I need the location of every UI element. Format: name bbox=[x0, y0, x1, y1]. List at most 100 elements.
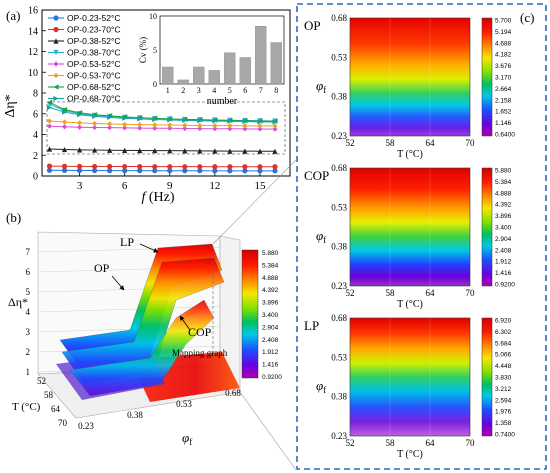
panel-a-data-point bbox=[167, 122, 173, 128]
panel-a-ytick-label: 8 bbox=[33, 89, 38, 100]
panel-c-colorbar-tick-label: 6.920 bbox=[495, 318, 512, 325]
panel-a-data-point bbox=[61, 167, 68, 173]
panel-a-inset-ytick-label: 10 bbox=[149, 12, 157, 21]
panel-a-data-point bbox=[167, 168, 173, 174]
panel-a-data-point bbox=[152, 147, 158, 154]
panel-c-colorbar-tick-label: 2.594 bbox=[495, 397, 512, 404]
panel-c-phi-subscript: f bbox=[323, 85, 326, 95]
panel-c-dashed-frame bbox=[296, 3, 547, 470]
panel-a-legend-label: OP-0.68-52°C bbox=[67, 82, 120, 92]
panel-a-legend-marker bbox=[53, 84, 59, 90]
panel-a-ytick-label: 0 bbox=[33, 172, 38, 183]
panel-a-legend-label: OP-0.23-52°C bbox=[67, 13, 120, 23]
panel-a-data-point bbox=[107, 125, 113, 131]
panel-a-data-point bbox=[152, 125, 158, 131]
panel-c-ytick-label: 0.68 bbox=[331, 163, 347, 173]
panel-a-inset-xtick-label: 7 bbox=[259, 86, 263, 95]
panel-a-data-point bbox=[61, 124, 68, 130]
panel-b-colorbar-tick-label: 4.888 bbox=[262, 275, 279, 282]
panel-a-x-axis-title: f (Hz) bbox=[141, 190, 174, 205]
panel-a-data-point bbox=[92, 120, 98, 127]
panel-a-inset-ytick-label: 0 bbox=[153, 80, 157, 89]
panel-a-data-point bbox=[182, 117, 188, 123]
panel-c-xtick-label: 52 bbox=[346, 288, 355, 298]
panel-a-inset-bar bbox=[208, 70, 220, 85]
panel-b-phi-subscript: f bbox=[189, 437, 192, 447]
panel-b-temperature-tick-label: 52 bbox=[37, 376, 46, 386]
panel-a-inset-xtick-label: 3 bbox=[197, 86, 201, 95]
panel-c-xtick-label: 52 bbox=[346, 438, 355, 448]
panel-c-y-axis-title: φf bbox=[316, 228, 326, 245]
panel-c-heatmap-field bbox=[349, 167, 471, 287]
panel-b-colorbar-tick-label: 3.896 bbox=[262, 300, 279, 307]
panel-a-data-point bbox=[46, 99, 53, 105]
panel-a-data-point bbox=[46, 118, 53, 124]
panel-a-data-point bbox=[242, 164, 248, 170]
panel-a-data-point bbox=[227, 164, 233, 170]
panel-a-inset-bar bbox=[224, 52, 236, 85]
panel-a-data-point bbox=[182, 122, 188, 128]
panel-a-data-point bbox=[257, 148, 263, 154]
panel-a-data-point bbox=[197, 164, 203, 170]
panel-b-ztick-label: 6 bbox=[26, 267, 31, 277]
panel-a-data-point bbox=[212, 122, 218, 129]
panel-c-xtick-label: 64 bbox=[426, 288, 436, 298]
panel-b-colorbar-tick-label: 5.880 bbox=[262, 250, 279, 257]
panel-a-data-point bbox=[61, 146, 68, 153]
panel-b-colorbar-tick-label: 2.904 bbox=[262, 324, 279, 331]
panel-c-colorbar-tick-label: 6.302 bbox=[495, 329, 512, 336]
panel-c-colorbar-tick-label: 1.146 bbox=[495, 120, 512, 127]
panel-b-colorbar-tick-label: 0.9200 bbox=[262, 374, 282, 381]
panel-a-legend-label: OP-0.23-70°C bbox=[67, 25, 120, 35]
panel-a-xtick-label: 6 bbox=[122, 180, 128, 192]
panel-a-data-point bbox=[272, 148, 278, 154]
panel-c-ytick-label: 0.53 bbox=[331, 202, 347, 212]
panel-a-data-point bbox=[92, 147, 98, 153]
panel-a-legend-marker bbox=[53, 38, 59, 44]
panel-c-colorbar-tick-label: 5.700 bbox=[495, 18, 512, 25]
panel-a-data-point bbox=[152, 168, 158, 174]
panel-a-data-point bbox=[167, 125, 173, 131]
panel-a-data-point bbox=[107, 147, 113, 153]
panel-c-colorbar-tick-label: 5.880 bbox=[495, 168, 512, 175]
panel-a-label: (a) bbox=[6, 8, 20, 23]
panel-c-colorbar-tick-label: 5.066 bbox=[495, 352, 512, 359]
panel-a-inset-y-axis-title: Cv (%) bbox=[138, 37, 148, 63]
panel-a-data-point bbox=[212, 164, 218, 170]
panel-a-data-point bbox=[212, 168, 218, 174]
panel-a-ytick-label: 12 bbox=[28, 47, 38, 58]
panel-b-phi-tick-label: 0.53 bbox=[176, 399, 192, 409]
panel-c-x-axis-title: T (°C) bbox=[397, 149, 423, 160]
panel-a-data-point bbox=[46, 146, 53, 152]
panel-a-data-point bbox=[46, 163, 53, 169]
panel-a-data-point bbox=[152, 122, 158, 128]
panel-a-inset-bar bbox=[239, 57, 251, 85]
panel-a-data-point bbox=[152, 164, 158, 170]
panel-a-ytick-label: 10 bbox=[28, 68, 38, 79]
panel-a-data-point bbox=[272, 168, 278, 174]
panel-b-phi-tick-label: 0.68 bbox=[225, 388, 241, 398]
panel-c-xtick-label: 64 bbox=[426, 438, 436, 448]
panel-a-series-1 bbox=[46, 163, 278, 170]
panel-a-data-point bbox=[212, 126, 218, 132]
panel-a-data-point bbox=[227, 148, 233, 154]
panel-a-data-point bbox=[92, 124, 98, 131]
panel-a-data-point bbox=[61, 119, 68, 125]
panel-a-data-point bbox=[182, 168, 188, 174]
panel-a-series-line bbox=[49, 148, 275, 152]
panel-c-colorbar-tick-label: 1.358 bbox=[495, 420, 512, 427]
panel-c-xtick-label: 70 bbox=[466, 438, 476, 448]
panel-a-inset-x-axis-title: number bbox=[207, 96, 238, 107]
panel-c-heatmap-field bbox=[349, 317, 471, 437]
panel-c-ytick-label: 0.38 bbox=[331, 242, 347, 252]
panel-b-colorbar-tick-label: 1.912 bbox=[262, 349, 279, 356]
panel-a-y-axis: 0 2 4 6 8 10 12 14 16 bbox=[28, 6, 46, 183]
panel-a-data-point bbox=[122, 163, 128, 170]
panel-c-colorbar-tick-label: 0.7400 bbox=[495, 432, 515, 439]
panel-b-arrow-cop bbox=[179, 315, 191, 331]
panel-b-phi-symbol: φ bbox=[182, 430, 189, 445]
panel-a-data-point bbox=[167, 117, 173, 123]
panel-c-xtick-label: 64 bbox=[426, 138, 436, 148]
